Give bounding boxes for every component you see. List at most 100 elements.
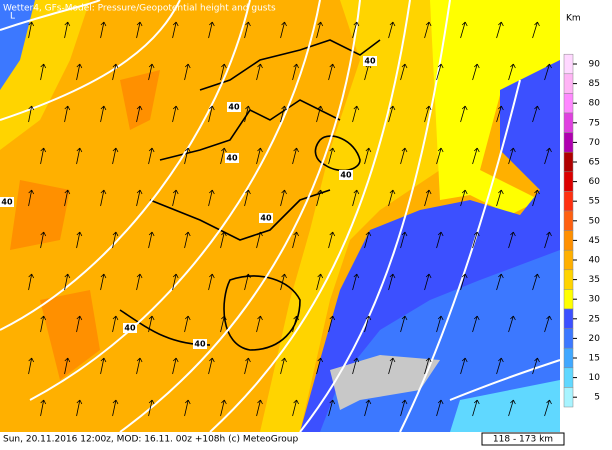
legend-swatch <box>563 269 574 290</box>
wind-arrow <box>352 105 360 123</box>
scale-box <box>481 432 565 446</box>
wind-arrow <box>424 189 432 207</box>
wind-arrow <box>508 315 516 333</box>
wind-arrow <box>424 357 432 375</box>
wind-arrow <box>496 21 504 39</box>
wind-arrow <box>292 147 299 165</box>
legend-swatch <box>563 249 574 271</box>
wind-arrow <box>40 315 47 333</box>
wind-arrow <box>460 189 468 207</box>
wind-arrow <box>328 63 336 81</box>
legend-swatch <box>563 387 574 408</box>
label-box <box>363 56 377 66</box>
wind-arrow <box>172 105 179 123</box>
wind-arrow <box>148 147 155 165</box>
wind-arrow <box>316 357 324 375</box>
wind-arrow <box>460 273 468 291</box>
wind-arrow <box>100 273 107 291</box>
gust-zone-10 <box>450 380 560 432</box>
wind-arrow <box>292 399 299 417</box>
wind-arrow <box>148 63 155 81</box>
legend-label: 70 <box>589 138 601 148</box>
wind-arrow <box>184 147 191 165</box>
legend-swatch <box>563 73 574 94</box>
legend-swatch <box>563 112 574 133</box>
wind-arrow <box>112 399 119 417</box>
wind-arrow <box>532 189 540 207</box>
wind-arrow <box>40 231 47 249</box>
wind-arrow <box>148 399 155 417</box>
wind-arrow <box>148 315 155 333</box>
legend: Km 90 85 80 75 70 65 60 55 50 45 40 35 30 25 20 15 10 5 <box>560 0 612 432</box>
legend-label: 20 <box>589 334 601 344</box>
wind-arrow <box>328 315 336 333</box>
legend-label: 90 <box>589 60 601 70</box>
wind-arrow <box>508 63 516 81</box>
wind-arrow <box>544 315 552 333</box>
legend-swatch <box>563 210 574 231</box>
wind-arrow <box>364 315 372 333</box>
wind-arrow <box>208 357 215 375</box>
wind-arrow <box>400 147 408 165</box>
wind-arrow <box>64 189 71 207</box>
wind-arrow <box>316 105 324 123</box>
contour-label: 40 <box>194 340 206 349</box>
legend-label: 45 <box>589 236 600 246</box>
wind-arrow <box>76 147 83 165</box>
legend-label: 75 <box>589 118 600 128</box>
contour-label: 40 <box>340 171 352 180</box>
legend-label: 35 <box>589 275 600 285</box>
gust-zone-30 <box>430 0 560 215</box>
coastlines-and-borders <box>119 39 381 351</box>
wind-arrow <box>220 315 227 333</box>
wind-arrow <box>352 273 360 291</box>
wind-arrow <box>496 105 504 123</box>
wind-arrow <box>76 231 83 249</box>
legend-label: 60 <box>589 177 601 187</box>
wind-arrow <box>256 147 263 165</box>
contour-labels: 40 40 40 40 40 40 40 40 <box>0 56 377 349</box>
wind-arrow <box>472 63 480 81</box>
map: L 40 40 40 40 40 40 40 40 Wetter4, GFs-M… <box>0 0 561 433</box>
wind-arrow <box>100 105 107 123</box>
footer: Sun, 20.11.2016 12:00z, MOD: 16.11. 00z … <box>0 432 612 446</box>
wind-arrow <box>136 21 143 39</box>
contour-label: 40 <box>260 214 272 223</box>
label-box <box>225 153 239 163</box>
wind-arrow <box>496 273 504 291</box>
wind-arrow <box>292 63 299 81</box>
wind-arrow <box>136 189 143 207</box>
wind-arrow <box>400 231 408 249</box>
wind-arrow <box>496 357 504 375</box>
wind-arrow <box>172 357 179 375</box>
wind-arrow <box>388 273 396 291</box>
wind-arrow <box>64 21 71 39</box>
wind-arrow <box>472 231 480 249</box>
wind-arrow <box>136 357 143 375</box>
wind-arrow <box>208 21 215 39</box>
wind-arrow <box>280 21 287 39</box>
wind-arrow <box>184 399 191 417</box>
wind-arrow <box>220 231 227 249</box>
legend-swatch <box>563 230 574 251</box>
wind-arrow <box>532 273 540 291</box>
wind-arrow <box>172 273 179 291</box>
wind-arrow <box>472 315 480 333</box>
wind-arrow <box>436 63 444 81</box>
legend-swatch <box>563 93 574 114</box>
label-box <box>0 197 14 207</box>
wind-arrow <box>388 105 396 123</box>
legend-swatch <box>563 53 574 75</box>
wind-arrow <box>28 105 35 123</box>
legend-swatch <box>563 328 574 349</box>
legend-label: 50 <box>589 216 601 226</box>
wind-arrow <box>532 357 540 375</box>
wind-arrow <box>508 147 516 165</box>
legend-label: 25 <box>589 314 600 324</box>
wind-arrow <box>244 189 251 207</box>
wind-arrow <box>472 399 480 417</box>
legend-label: 30 <box>589 295 601 305</box>
contour-label: 40 <box>364 57 376 66</box>
header-title: Wetter4, GFs-Model: Pressure/Geopotentia… <box>3 4 276 14</box>
wind-arrow <box>100 21 107 39</box>
